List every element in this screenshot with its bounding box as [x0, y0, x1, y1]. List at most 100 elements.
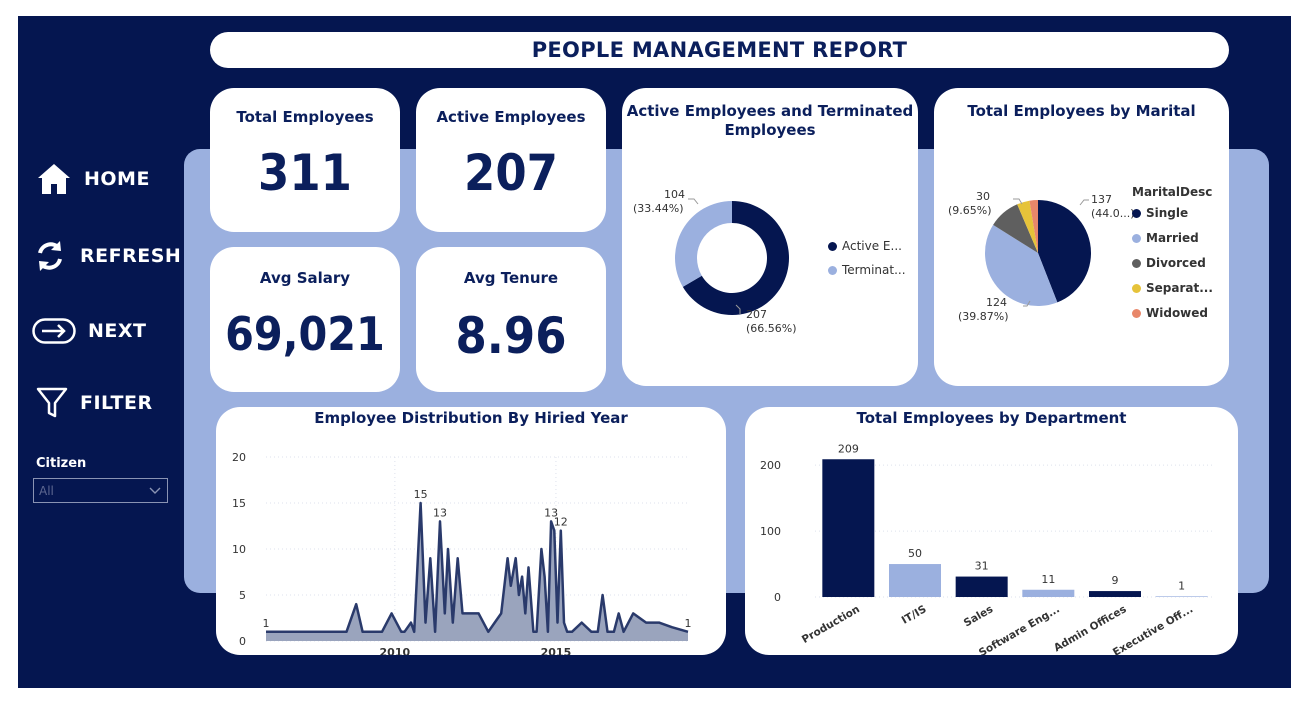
arrow-right-icon	[32, 318, 76, 344]
data-label: (9.65%)	[948, 204, 992, 217]
nav-next-button[interactable]: NEXT	[32, 318, 147, 344]
leader-line	[735, 304, 741, 314]
legend-marker	[1132, 283, 1141, 293]
legend-label: Active E...	[842, 239, 902, 253]
hired-year-area-card: Employee Distribution By Hiried Year 0 5 1…	[216, 407, 726, 655]
legend-marker	[1132, 233, 1141, 243]
legend-label: Married	[1146, 231, 1199, 245]
nav-filter-button[interactable]: FILTER	[36, 386, 153, 420]
kpi-value: 207	[464, 144, 558, 202]
home-icon	[38, 164, 70, 194]
data-label: (66.56%)	[746, 322, 797, 335]
data-label: 9	[1112, 574, 1119, 587]
data-label: 1	[263, 617, 270, 630]
legend-marker	[1132, 208, 1141, 218]
donut-chart	[675, 198, 789, 315]
leader-line	[1023, 300, 1031, 307]
legend-item[interactable]: Married	[1132, 231, 1199, 245]
kpi-value: 8.96	[455, 307, 567, 365]
marital-pie-card: Total Employees by Marital 30 (9.65%) 13…	[934, 88, 1229, 386]
legend-marker	[828, 265, 837, 275]
legend-marker	[1132, 308, 1141, 318]
bar	[955, 576, 1008, 597]
x-tick-label: 2015	[541, 646, 572, 655]
data-label: 137	[1091, 193, 1112, 206]
chart-title: Active Employees and Terminated	[626, 102, 914, 120]
kpi-label: Active Employees	[436, 108, 586, 126]
data-label: 104	[664, 188, 685, 201]
data-label: (44.0...)	[1091, 207, 1135, 220]
y-tick-label: 15	[232, 497, 246, 510]
y-tick-label: 200	[760, 459, 781, 472]
nav-home-button[interactable]: HOME	[36, 162, 150, 196]
report-canvas: PEOPLE MANAGEMENT REPORT HOME REFRESH NE…	[18, 16, 1291, 688]
refresh-icon	[38, 241, 62, 271]
leader-line	[1013, 198, 1023, 205]
donut-slice	[675, 201, 732, 287]
bar	[1022, 589, 1075, 597]
nav-refresh-label: REFRESH	[80, 245, 182, 267]
data-label: 11	[1041, 573, 1055, 586]
bar	[889, 564, 941, 597]
citizen-slicer-label: Citizen	[36, 456, 87, 471]
data-label: 207	[746, 308, 767, 321]
kpi-value: 69,021	[225, 307, 385, 361]
legend-item[interactable]: Separat...	[1132, 281, 1213, 295]
legend-label: Widowed	[1146, 306, 1208, 320]
legend-item[interactable]: Single	[1132, 206, 1188, 220]
pie-slice	[1017, 200, 1038, 253]
chart-title: Total Employees by Marital	[967, 102, 1196, 120]
report-title-bar: PEOPLE MANAGEMENT REPORT	[210, 32, 1229, 68]
nav-refresh-button[interactable]: REFRESH	[32, 238, 181, 274]
data-label: 50	[908, 547, 922, 560]
filter-icon	[36, 387, 68, 418]
bar	[822, 459, 875, 597]
data-label: 124	[986, 296, 1007, 309]
y-tick-label: 0	[239, 635, 246, 648]
report-title: PEOPLE MANAGEMENT REPORT	[531, 38, 908, 62]
nav-home-label: HOME	[84, 168, 150, 190]
legend-marker	[828, 241, 837, 251]
y-tick-label: 0	[774, 591, 781, 604]
legend-label: Divorced	[1146, 256, 1206, 270]
legend-item[interactable]: Active E...	[828, 239, 902, 253]
citizen-slicer-dropdown[interactable]: All	[33, 478, 168, 503]
bar-chart: 0100200209Production50IT/IS31Sales11Soft…	[760, 442, 1215, 655]
legend-item[interactable]: Terminat...	[828, 263, 906, 277]
legend-title: MaritalDesc	[1132, 185, 1213, 199]
donut-slice	[682, 201, 789, 315]
kpi-value: 311	[258, 144, 352, 202]
data-label: 209	[838, 442, 859, 455]
x-tick-label: 2010	[380, 646, 411, 655]
data-label: 13	[544, 506, 558, 519]
data-label: 30	[976, 190, 990, 203]
chart-title: Employees	[724, 121, 816, 139]
data-label: 12	[554, 516, 568, 529]
legend-item[interactable]: Divorced	[1132, 256, 1206, 270]
x-tick-label: Sales	[962, 603, 995, 629]
data-label: 1	[685, 617, 692, 630]
y-tick-label: 100	[760, 525, 781, 538]
kpi-card-avg-tenure: Avg Tenure 8.96	[416, 247, 606, 392]
data-label: 15	[414, 488, 428, 501]
pie-chart	[985, 198, 1091, 307]
y-tick-label: 10	[232, 543, 246, 556]
kpi-card-active-employees: Active Employees 207	[416, 88, 606, 232]
leader-line	[688, 198, 699, 205]
active-terminated-donut-card: Active Employees and Terminated Employee…	[622, 88, 918, 386]
chevron-down-icon	[149, 487, 161, 494]
leader-line	[1079, 199, 1089, 206]
citizen-slicer-value: All	[39, 484, 54, 498]
x-tick-label: Production	[800, 603, 862, 646]
kpi-label: Total Employees	[236, 108, 374, 126]
legend-label: Separat...	[1146, 281, 1213, 295]
kpi-label: Avg Salary	[259, 269, 351, 287]
data-label: 31	[975, 560, 989, 573]
kpi-card-avg-salary: Avg Salary 69,021	[210, 247, 400, 392]
pie-slice	[1038, 200, 1091, 303]
kpi-label: Avg Tenure	[463, 269, 559, 287]
pie-slice	[985, 224, 1058, 306]
legend-item[interactable]: Widowed	[1132, 306, 1208, 320]
legend-marker	[1132, 258, 1141, 268]
